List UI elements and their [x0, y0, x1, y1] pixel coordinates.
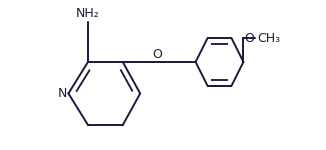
- Text: O: O: [153, 48, 162, 61]
- Text: O: O: [244, 32, 254, 45]
- Text: NH₂: NH₂: [76, 7, 100, 20]
- Text: CH₃: CH₃: [257, 32, 280, 45]
- Text: N: N: [58, 87, 67, 100]
